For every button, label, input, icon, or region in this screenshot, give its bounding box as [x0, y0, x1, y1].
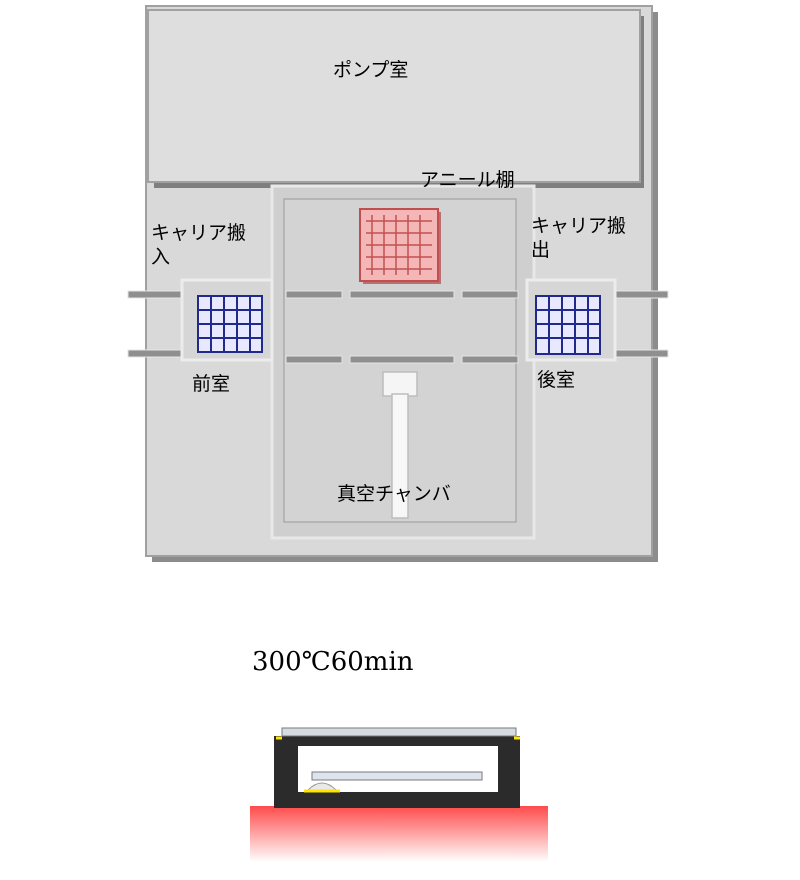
substrate: [311, 771, 483, 781]
anneal-shelf-grid: [366, 215, 432, 275]
anneal-shelf-label: アニール棚: [420, 169, 515, 191]
carrier-out-grid-lines: [536, 296, 600, 354]
carrier-out-label: キャリア搬出: [531, 215, 627, 261]
front-room-label: 前室: [192, 373, 231, 395]
holder-lid: [281, 727, 517, 737]
process-condition: 300℃60min: [252, 647, 414, 677]
pump-room: [147, 9, 641, 183]
transfer-arm-shaft: [391, 393, 409, 519]
heater-stage: [250, 806, 548, 862]
transfer-arm-head: [382, 371, 418, 397]
gate-rails-top: [127, 290, 669, 299]
pump-room-label: ポンプ室: [333, 59, 409, 81]
carrier-in-grid-lines: [198, 296, 262, 352]
sample-holder: [274, 736, 520, 808]
gate-rails-bottom: [127, 349, 669, 364]
spacer: [306, 782, 338, 791]
vacuum-chamber-label: 真空チャンバ: [337, 483, 451, 505]
carrier-in-label: キャリア搬入: [151, 222, 247, 268]
rear-room-label: 後室: [537, 369, 576, 391]
